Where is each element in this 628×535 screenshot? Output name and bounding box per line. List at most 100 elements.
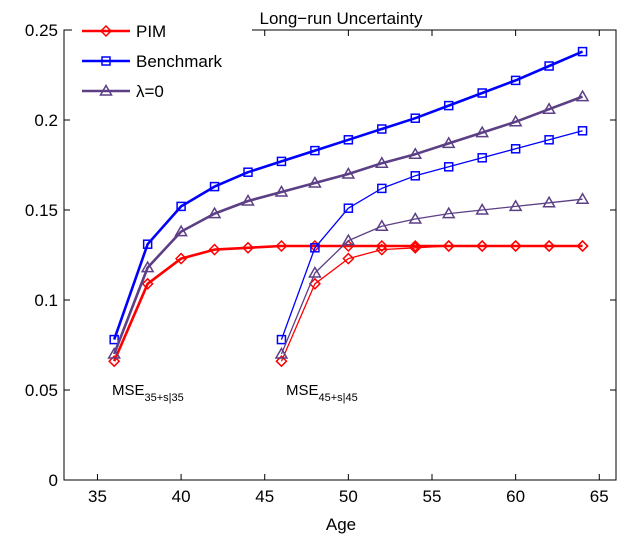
- data-point: [477, 153, 487, 163]
- data-point: [141, 277, 154, 290]
- x-tick-label: 35: [88, 487, 107, 506]
- data-point: [508, 114, 523, 127]
- data-point: [475, 125, 489, 138]
- data-point: [142, 239, 153, 249]
- data-point: [275, 239, 288, 253]
- data-point: [176, 201, 186, 212]
- data-point: [341, 167, 356, 179]
- x-tick-label: 65: [590, 487, 609, 506]
- data-point: [377, 183, 387, 194]
- data-point: [542, 102, 556, 114]
- data-point: [542, 195, 556, 208]
- data-point: [577, 126, 588, 136]
- data-point: [441, 206, 456, 219]
- data-point: [543, 239, 556, 253]
- y-tick-label: 0.2: [34, 111, 58, 130]
- data-point: [408, 147, 423, 159]
- data-point: [342, 252, 355, 265]
- data-point: [241, 241, 255, 254]
- data-point: [408, 212, 423, 224]
- legend-marker: [99, 24, 113, 38]
- data-point: [174, 224, 188, 237]
- series-35-triangle: [107, 89, 590, 359]
- data-point: [375, 156, 389, 168]
- series-45-triangle: [274, 192, 590, 359]
- data-point: [276, 156, 287, 167]
- x-tick-label: 60: [506, 487, 525, 506]
- data-point: [108, 355, 121, 368]
- legend-item: PIM: [82, 22, 166, 41]
- data-point: [577, 46, 588, 57]
- x-tick-label: 45: [255, 487, 274, 506]
- data-point: [175, 252, 188, 265]
- data-point: [343, 203, 354, 213]
- data-point: [442, 239, 455, 253]
- x-axis-label: Age: [326, 515, 356, 534]
- data-point: [140, 260, 155, 273]
- data-point: [375, 243, 388, 256]
- data-point: [409, 239, 422, 253]
- y-tick-label: 0: [49, 471, 58, 490]
- data-point: [575, 89, 590, 102]
- data-point: [208, 243, 221, 256]
- data-point: [308, 176, 322, 188]
- data-point: [544, 61, 554, 71]
- data-point: [275, 355, 288, 368]
- data-point: [441, 136, 456, 149]
- data-point: [343, 135, 354, 145]
- legend-marker: [99, 84, 113, 96]
- data-point: [341, 233, 356, 246]
- data-point: [308, 266, 322, 278]
- legend-label: Benchmark: [136, 52, 222, 71]
- series-45-diamond: [275, 239, 589, 368]
- series-line: [112, 95, 584, 355]
- data-point: [410, 113, 421, 123]
- data-point: [576, 239, 589, 253]
- annotation-mse-35: MSE35+s|35: [112, 382, 184, 404]
- data-point: [207, 206, 222, 219]
- chart-title: Long−run Uncertainty: [259, 9, 423, 28]
- data-point: [510, 144, 521, 154]
- legend-label: PIM: [136, 22, 166, 41]
- legend-label: λ=0: [136, 82, 164, 101]
- data-point: [241, 194, 255, 206]
- series-45-square: [276, 126, 588, 345]
- data-point: [310, 243, 320, 253]
- legend: PIM Benchmark λ=0: [72, 12, 252, 104]
- y-tick-label: 0.15: [25, 201, 58, 220]
- data-point: [310, 145, 320, 156]
- x-tick-label: 40: [172, 487, 191, 506]
- axis-ticks: 35 40 45 50 55 60 65 0 0.05 0.1 0.15 0.2 0.25: [25, 21, 616, 506]
- data-point: [243, 167, 253, 177]
- data-point: [377, 124, 387, 134]
- data-point: [476, 239, 489, 253]
- data-point: [409, 241, 422, 254]
- data-point: [375, 219, 389, 231]
- data-point: [509, 239, 522, 253]
- data-point: [410, 171, 421, 181]
- x-tick-label: 55: [423, 487, 442, 506]
- legend-marker: [101, 56, 111, 66]
- x-tick-label: 50: [339, 487, 358, 506]
- data-point: [575, 192, 590, 204]
- series-line: [280, 130, 583, 340]
- legend-item: Benchmark: [82, 52, 222, 71]
- data-point: [276, 334, 287, 345]
- data-point: [477, 88, 487, 98]
- series-layer: [107, 46, 590, 368]
- data-point: [107, 347, 121, 359]
- data-point: [443, 100, 454, 111]
- data-point: [274, 185, 289, 197]
- series-line: [280, 245, 583, 362]
- data-point: [475, 203, 489, 215]
- y-tick-label: 0.25: [25, 21, 58, 40]
- data-point: [508, 199, 523, 212]
- y-tick-label: 0.05: [25, 381, 58, 400]
- data-point: [375, 239, 388, 253]
- data-point: [510, 75, 521, 86]
- data-point: [443, 162, 454, 172]
- series-35-square: [109, 46, 588, 345]
- legend-item: λ=0: [82, 82, 164, 101]
- series-line: [112, 50, 584, 341]
